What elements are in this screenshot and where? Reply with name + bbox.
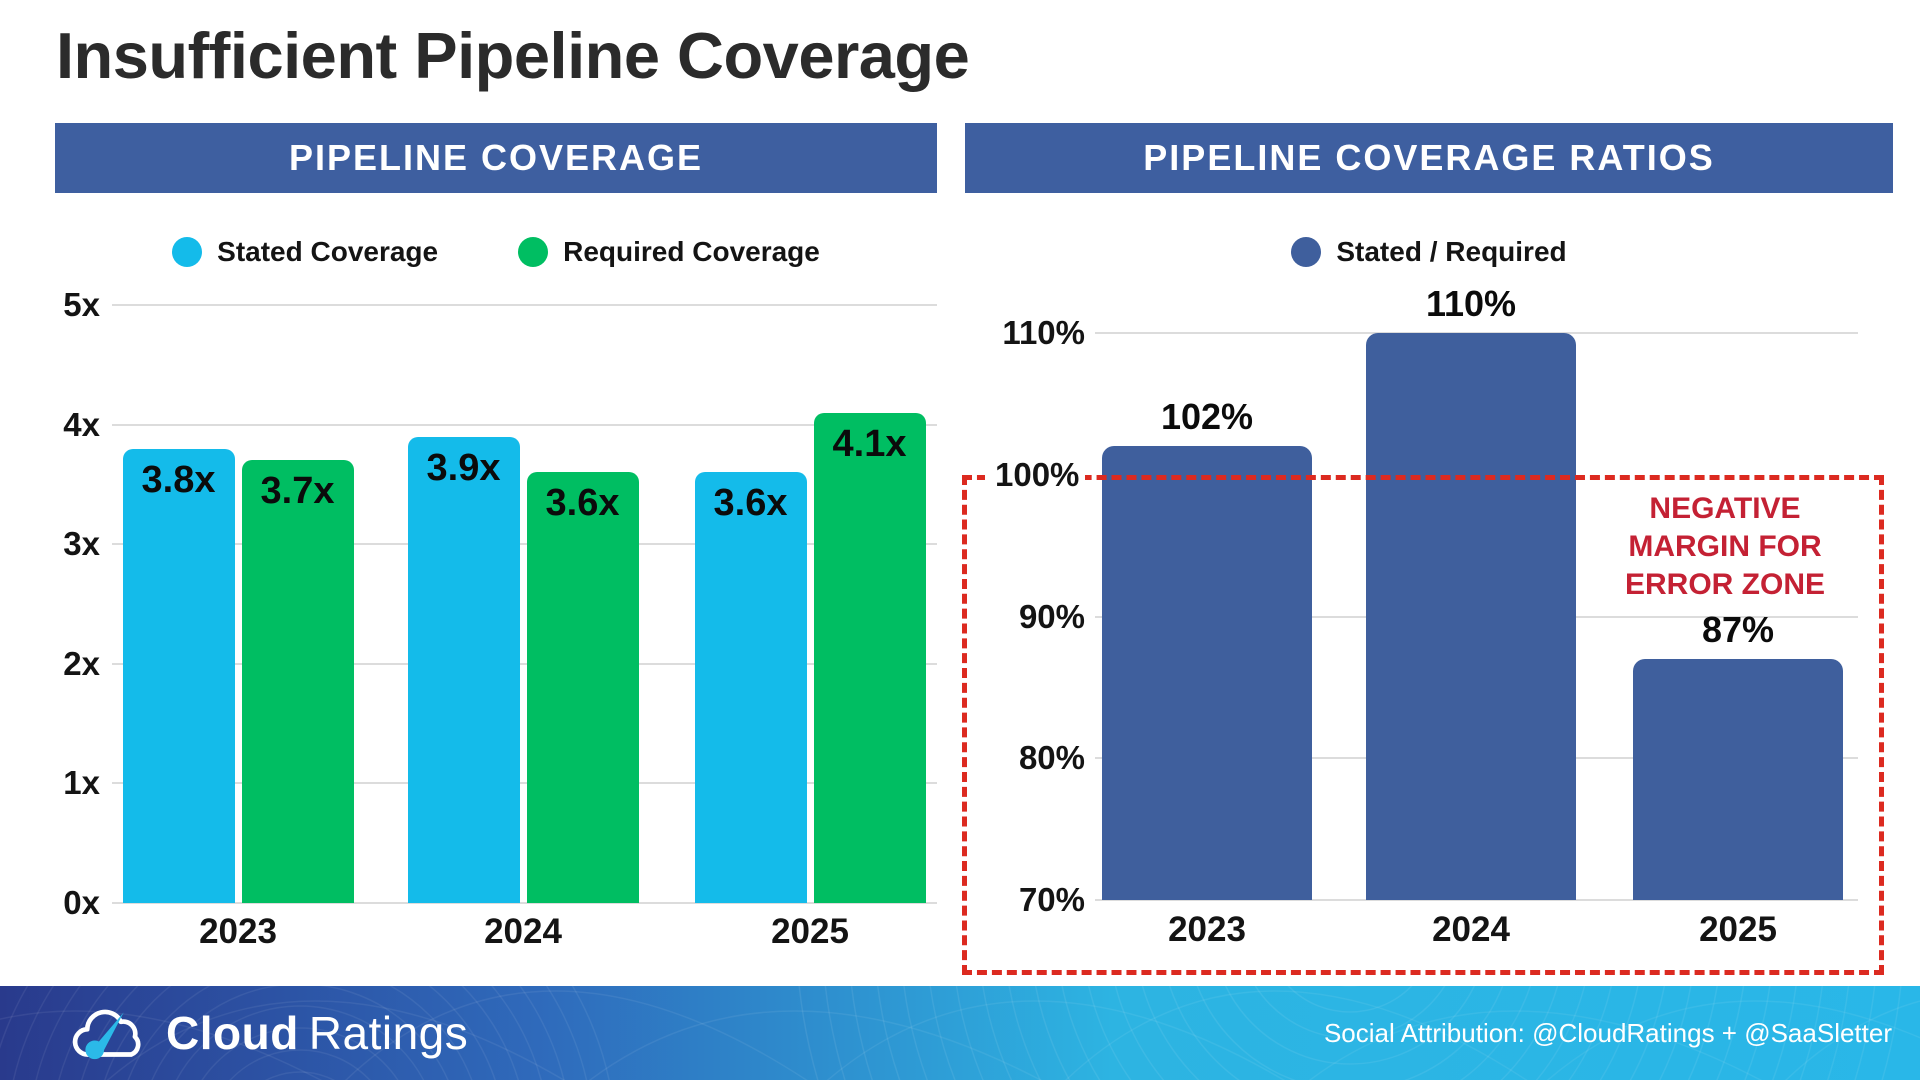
y-tick-110%: 110% — [1002, 314, 1085, 351]
negative-margin-note-line: ERROR ZONE — [1624, 568, 1825, 601]
legend-label-required-coverage: Required Coverage — [563, 236, 820, 267]
y-tick-70%: 70% — [1018, 881, 1085, 918]
value-label-required-coverage-2023: 3.7x — [260, 470, 335, 513]
value-label-stated-required-2025: 87% — [1701, 609, 1775, 651]
right-chart-legend: Stated / Required — [965, 236, 1893, 268]
bar-stated-required-2024 — [1366, 333, 1576, 900]
page-title: Insufficient Pipeline Coverage — [56, 19, 970, 92]
y-tick-80%: 80% — [1018, 739, 1085, 777]
left-panel-header: PIPELINE COVERAGE — [55, 123, 937, 193]
right-panel-header: PIPELINE COVERAGE RATIOS — [965, 123, 1893, 193]
legend-dot-required-coverage — [518, 237, 549, 267]
legend-item-required-coverage: Required Coverage — [518, 236, 820, 268]
negative-margin-zone — [962, 475, 1884, 975]
value-label-stated-coverage-2024: 3.9x — [426, 446, 501, 489]
brand-name: Cloud Ratings — [166, 1006, 468, 1060]
bar-stated-coverage-2023 — [122, 448, 235, 903]
value-label-required-coverage-2025: 4.1x — [832, 422, 907, 465]
bar-stated-required-2023 — [1102, 446, 1312, 900]
y-tick-1x: 1x — [63, 764, 100, 802]
brand-name-light: Ratings — [308, 1007, 469, 1059]
negative-margin-note: NEGATIVE MARGIN FOR ERROR ZONE — [1563, 490, 1887, 604]
gridline-5x — [112, 304, 937, 306]
brand-lockup: Cloud Ratings — [62, 986, 468, 1080]
legend-dot-stated-coverage — [172, 237, 203, 267]
bar-required-coverage-2023 — [241, 460, 354, 903]
y-tick-0x: 0x — [63, 884, 100, 921]
x-label-2025: 2025 — [1699, 910, 1777, 949]
bar-stated-coverage-2024 — [407, 436, 520, 903]
footer-banner: Cloud Ratings Social Attribution: @CloudR… — [0, 986, 1920, 1080]
gridline-70% — [1095, 899, 1858, 901]
bar-required-coverage-2025 — [813, 412, 926, 903]
footer-wave-pattern — [0, 986, 1920, 1080]
y-tick-2x: 2x — [63, 644, 100, 682]
legend-dot-stated-required — [1291, 237, 1322, 267]
bar-stated-required-2025 — [1633, 659, 1843, 900]
cloud-ratings-logo-icon — [72, 1009, 141, 1060]
y-tick-3x: 3x — [63, 525, 100, 563]
legend-item-stated-coverage: Stated Coverage — [172, 236, 438, 268]
gridline-3x — [112, 543, 937, 546]
value-label-required-coverage-2024: 3.6x — [545, 482, 620, 525]
x-label-2023: 2023 — [1168, 910, 1246, 949]
x-label-2024: 2024 — [1432, 910, 1510, 949]
x-label-2024: 2024 — [484, 912, 562, 951]
value-label-stated-required-2023: 102% — [1160, 396, 1254, 438]
value-label-stated-coverage-2025: 3.6x — [713, 482, 788, 525]
gridline-4x — [112, 423, 937, 426]
bar-stated-coverage-2025 — [694, 472, 807, 903]
legend-label-stated-required: Stated / Required — [1336, 236, 1567, 267]
left-chart-legend: Stated Coverage Required Coverage — [55, 236, 937, 268]
value-label-stated-coverage-2023: 3.8x — [141, 458, 216, 501]
legend-item-stated-required: Stated / Required — [1291, 236, 1567, 268]
y-tick-5x: 5x — [63, 286, 100, 323]
negative-margin-note-line: MARGIN FOR — [1628, 530, 1822, 563]
y-tick-90%: 90% — [1018, 597, 1085, 635]
legend-label-stated-coverage: Stated Coverage — [217, 236, 439, 267]
value-label-stated-required-2024: 110% — [1425, 283, 1517, 324]
y-tick-100%: 100% — [985, 453, 1085, 496]
gridline-1x — [112, 782, 937, 785]
negative-margin-note-line: NEGATIVE — [1649, 492, 1801, 525]
brand-name-bold: Cloud — [166, 1007, 299, 1059]
x-label-2025: 2025 — [771, 912, 849, 951]
gridline-2x — [112, 662, 937, 665]
y-tick-4x: 4x — [63, 405, 100, 443]
x-label-2023: 2023 — [199, 912, 277, 951]
social-attribution: Social Attribution: @CloudRatings + @Saa… — [1323, 1017, 1892, 1048]
gridline-0x — [112, 902, 937, 904]
bar-required-coverage-2024 — [526, 472, 639, 903]
